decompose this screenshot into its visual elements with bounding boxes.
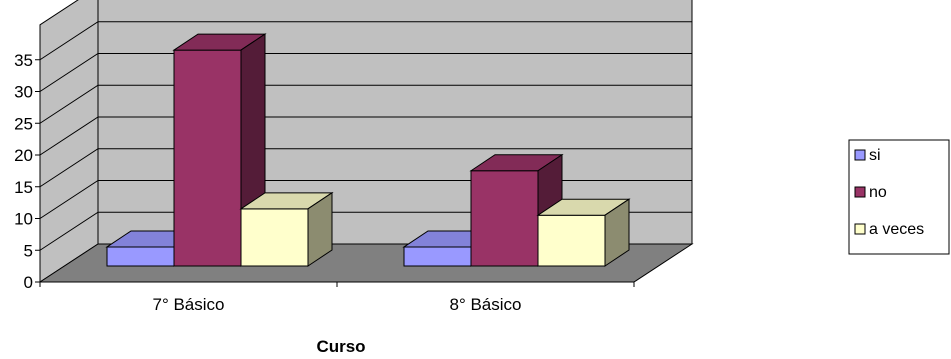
- y-tick-label: 20: [14, 146, 33, 165]
- gridline: [39, 21, 692, 61]
- gridline: [39, 116, 692, 156]
- bar-front: [403, 246, 472, 267]
- y-tick-label: 35: [14, 51, 33, 70]
- bar-front: [173, 49, 242, 267]
- y-tick-label: 0: [24, 273, 33, 292]
- bar-front: [240, 208, 309, 267]
- y-tick-label: 15: [14, 178, 33, 197]
- legend-swatch: [854, 186, 866, 198]
- gridline: [39, 148, 692, 188]
- x-category-label: 8° Básico: [449, 295, 521, 314]
- bar-front: [470, 170, 539, 267]
- y-tick-label: 5: [24, 241, 33, 260]
- side-wall: [39, 0, 99, 283]
- gridline: [39, 53, 692, 92]
- gridlines: [39, 21, 692, 251]
- axes: 0 5 10 15 20 25 30 35 7° Básico 8° Básico: [14, 24, 635, 314]
- y-tick-label: 30: [14, 83, 33, 102]
- bar-side: [604, 198, 630, 267]
- legend-swatch: [854, 223, 866, 235]
- y-tick-label: 10: [14, 210, 33, 229]
- legend: si no a veces: [848, 139, 950, 255]
- x-category-label: 7° Básico: [152, 295, 224, 314]
- bar-a-veces-1: [239, 191, 334, 267]
- gridline: [39, 84, 692, 124]
- legend-swatch: [854, 149, 866, 161]
- legend-label: a veces: [869, 221, 924, 238]
- bar-front: [106, 246, 175, 267]
- legend-label: si: [869, 147, 881, 164]
- bar-a-veces-2: [536, 198, 631, 267]
- bars: [105, 33, 631, 267]
- y-tick-label: 25: [14, 114, 33, 133]
- legend-label: no: [869, 184, 887, 201]
- bar-side: [307, 191, 333, 267]
- x-axis-title: Curso: [316, 337, 365, 354]
- legend-box: [848, 139, 950, 255]
- bar-front: [537, 214, 606, 267]
